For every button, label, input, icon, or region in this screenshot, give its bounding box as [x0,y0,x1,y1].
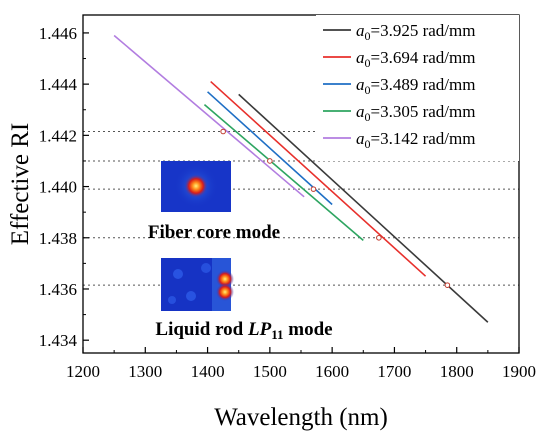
crossing-marker [220,128,226,135]
x-tick-label: 1600 [315,362,349,381]
inset-fiber-core-spot [184,174,208,198]
legend-entry: a0=3.489 rad/mm [356,75,475,97]
legend-symbol: a [356,75,365,94]
legend-background [316,15,519,161]
caption-suffix: mode [284,319,333,340]
legend-entry: a0=3.305 rad/mm [356,102,475,124]
y-axis-title: Effective RI [7,123,34,245]
caption-italic: LP [247,319,272,340]
inset-liquid-rod-lobe [216,283,234,301]
legend-value: =3.694 rad/mm [371,48,476,67]
x-tick-label: 1400 [191,362,225,381]
series-line [210,80,427,277]
legend-subscript: 0 [365,56,371,70]
inset-fiber-core-mode: Fiber core mode [148,161,280,243]
crossing-marker [444,282,451,288]
series-line [207,91,333,206]
legend-entry: a0=3.925 rad/mm [356,21,475,43]
caption-prefix: Liquid rod [155,319,248,340]
y-axis: 1.434 1.436 1.438 1.440 1.442 1.444 1.446 [39,24,89,350]
inset-liquid-rod-blob [173,269,183,279]
legend-subscript: 0 [365,110,371,124]
crossing-marker [310,186,317,192]
x-tick-label: 1200 [66,362,100,381]
inset-liquid-rod-blob [186,291,196,301]
series-line [203,104,364,241]
crossing-markers [220,128,451,288]
inset-fiber-core-caption: Fiber core mode [148,222,280,243]
legend-symbol: a [356,102,365,121]
y-tick-label: 1.438 [39,229,77,248]
legend-entry: a0=3.694 rad/mm [356,48,475,70]
y-tick-label: 1.442 [39,126,77,145]
y-tick-label: 1.440 [39,178,77,197]
inset-liquid-rod-caption: Liquid rod LP11 mode [155,319,332,342]
x-tick-label: 1300 [128,362,162,381]
legend-value: =3.305 rad/mm [371,102,476,121]
x-tick-label: 1700 [377,362,411,381]
legend-subscript: 0 [365,29,371,43]
legend-subscript: 0 [365,83,371,97]
y-tick-label: 1.436 [39,280,77,299]
inset-liquid-rod-blob [201,263,211,273]
crossing-marker [267,158,273,164]
y-tick-label: 1.446 [39,24,77,43]
legend-symbol: a [356,48,365,67]
legend-symbol: a [356,129,365,148]
y-tick-label: 1.444 [39,75,78,94]
legend-value: =3.142 rad/mm [371,129,476,148]
inset-liquid-rod-mode: Liquid rod LP11 mode [155,258,333,342]
x-tick-label: 1800 [440,362,474,381]
x-tick-label: 1500 [253,362,287,381]
x-axis-title: Wavelength (nm) [214,404,388,431]
inset-liquid-rod-lobe [216,270,234,288]
x-axis: 1200 1300 1400 1500 1600 1700 1800 1900 [66,347,536,381]
legend-symbol: a [356,21,365,40]
legend-subscript: 0 [365,137,371,151]
caption-subscript: 11 [271,327,283,342]
x-tick-label: 1900 [502,362,536,381]
legend-value: =3.489 rad/mm [371,75,476,94]
inset-liquid-rod-blob [168,296,176,304]
crossing-marker [376,234,382,241]
y-tick-label: 1.434 [39,331,78,350]
legend-value: =3.925 rad/mm [371,21,476,40]
legend-entry: a0=3.142 rad/mm [356,129,475,151]
series-line [113,34,305,198]
